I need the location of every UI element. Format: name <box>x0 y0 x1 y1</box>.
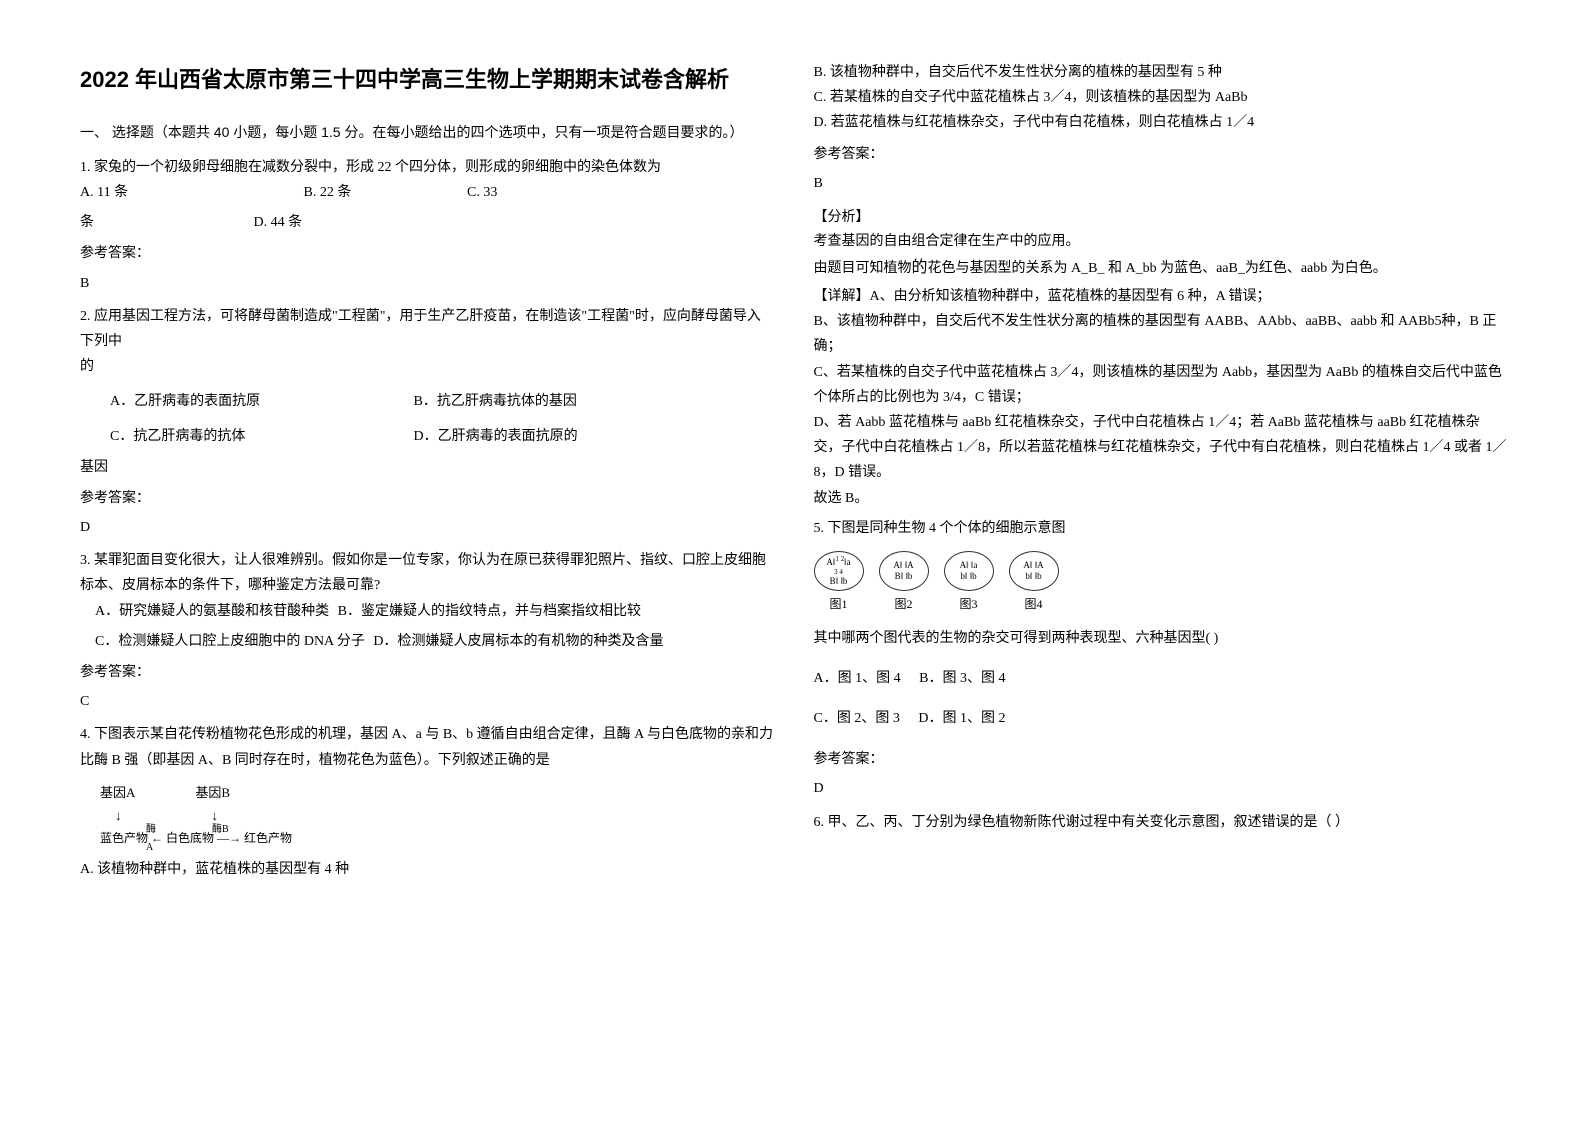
q1-stem: 1. 家兔的一个初级卵母细胞在减数分裂中，形成 22 个四分体，则形成的卵细胞中… <box>80 155 774 180</box>
q1-options-row2: 条 D. 44 条 <box>80 210 774 235</box>
q4-detail-b: B、该植物种群中，自交后代不发生性状分离的植株的基因型有 AABB、AAbb、a… <box>814 309 1508 359</box>
q2-opt-d2: 基因 <box>80 455 774 480</box>
question-2: 2. 应用基因工程方法，可将酵母菌制造成"工程菌"，用于生产乙肝疫苗，在制造该"… <box>80 304 774 541</box>
q5-stem2: 其中哪两个图代表的生物的杂交可得到两种表现型、六种基因型( ) <box>814 626 1508 651</box>
q4-stem: 4. 下图表示某自花传粉植物花色形成的机理，基因 A、a 与 B、b 遵循自由组… <box>80 722 774 772</box>
q4-analysis2-de: 的 <box>912 259 928 276</box>
question-5: 5. 下图是同种生物 4 个个体的细胞示意图 A‖1 2‖a 3 4 B‖ ‖b… <box>814 516 1508 802</box>
enzyme-b: 酶B <box>212 821 229 839</box>
cell-4-label: 图4 <box>1024 594 1042 616</box>
q2-opt-a: A．乙肝病毒的表面抗原 <box>110 389 410 414</box>
q1-opt-b: B. 22 条 <box>304 180 464 205</box>
question-4: 4. 下图表示某自花传粉植物花色形成的机理，基因 A、a 与 B、b 遵循自由组… <box>80 722 774 882</box>
q5-options-row2: C．图 2、图 3 D．图 1、图 2 <box>814 706 1508 731</box>
q2-answer: D <box>80 515 774 540</box>
cell-2-img: A‖ ‖A B‖ ‖b <box>879 551 929 591</box>
cell-3-img: A‖ ‖a b‖ ‖b <box>944 551 994 591</box>
q4-opt-a: A. 该植物种群中，蓝花植株的基因型有 4 种 <box>80 857 774 882</box>
q2-options-row2: C．抗乙肝病毒的抗体 D．乙肝病毒的表面抗原的 <box>80 424 774 449</box>
q3-options-row2: C．检测嫌疑人口腔上皮细胞中的 DNA 分子 D．检测嫌疑人皮屑标本的有机物的种… <box>80 629 774 654</box>
q4-analysis2: 由题目可知植物的花色与基因型的关系为 A_B_ 和 A_bb 为蓝色、aaB_为… <box>814 254 1508 283</box>
q3-options-row1: A．研究嫌疑人的氨基酸和核苷酸种类 B．鉴定嫌疑人的指纹特点，并与档案指纹相比较 <box>80 599 774 624</box>
q3-opt-d: D．检测嫌疑人皮屑标本的有机物的种类及含量 <box>373 634 663 649</box>
cell-1-img: A‖1 2‖a 3 4 B‖ ‖b <box>814 551 864 591</box>
q5-opt-a: A．图 1、图 4 <box>814 671 901 686</box>
q4-analysis1: 考查基因的自由组合定律在生产中的应用。 <box>814 229 1508 254</box>
q4-detail-c: C、若某植株的自交子代中蓝花植株占 3／4，则该植株的基因型为 Aabb，基因型… <box>814 360 1508 410</box>
blue-product: 蓝色产物 <box>100 831 148 845</box>
q5-opt-c: C．图 2、图 3 <box>814 711 900 726</box>
diagram-top: 基因A 基因B <box>100 781 774 804</box>
q3-answer: C <box>80 689 774 714</box>
q1-answer-label: 参考答案： <box>80 240 774 265</box>
cell-3: A‖ ‖a b‖ ‖b 图3 <box>944 551 994 616</box>
q2-opt-c: C．抗乙肝病毒的抗体 <box>110 424 410 449</box>
q5-options-row1: A．图 1、图 4 B．图 3、图 4 <box>814 666 1508 691</box>
q6-stem: 6. 甲、乙、丙、丁分别为绿色植物新陈代谢过程中有关变化示意图，叙述错误的是（ … <box>814 810 1508 835</box>
q4-diagram: 基因A 基因B ↓ ↓ 蓝色产物 ←酶A 白色底物 —酶B→ 红色产物 <box>80 781 774 849</box>
q4-conclusion: 故选 B。 <box>814 486 1508 511</box>
left-column: 2022 年山西省太原市第三十四中学高三生物上学期期末试卷含解析 一、 选择题（… <box>80 60 774 1062</box>
q1-options-row1: A. 11 条 B. 22 条 C. 33 <box>80 180 774 205</box>
red-product: 红色产物 <box>244 831 292 845</box>
gene-a: 基因A <box>100 781 135 804</box>
question-3: 3. 某罪犯面目变化很大，让人很难辨别。假如你是一位专家，你认为在原已获得罪犯照… <box>80 548 774 714</box>
q5-cell-diagram: A‖1 2‖a 3 4 B‖ ‖b 图1 A‖ ‖A B‖ ‖b 图2 A‖ ‖ <box>814 551 1508 616</box>
q1-opt-c: C. 33 <box>467 185 497 200</box>
q2-stem2: 的 <box>80 354 774 379</box>
q5-answer: D <box>814 776 1508 801</box>
document-title: 2022 年山西省太原市第三十四中学高三生物上学期期末试卷含解析 <box>80 60 774 100</box>
arrow-1: ↓ <box>115 804 122 827</box>
q1-opt-d: D. 44 条 <box>254 215 303 230</box>
q2-stem: 2. 应用基因工程方法，可将酵母菌制造成"工程菌"，用于生产乙肝疫苗，在制造该"… <box>80 304 774 354</box>
cell-1-label: 图1 <box>829 594 847 616</box>
diagram-arrows: ↓ ↓ <box>100 804 774 827</box>
question-6: 6. 甲、乙、丙、丁分别为绿色植物新陈代谢过程中有关变化示意图，叙述错误的是（ … <box>814 810 1508 835</box>
q1-answer: B <box>80 271 774 296</box>
question-1: 1. 家兔的一个初级卵母细胞在减数分裂中，形成 22 个四分体，则形成的卵细胞中… <box>80 155 774 296</box>
cell-4-img: A‖ ‖A b‖ ‖b <box>1009 551 1059 591</box>
q3-opt-b: B．鉴定嫌疑人的指纹特点，并与档案指纹相比较 <box>338 604 641 619</box>
q5-answer-label: 参考答案： <box>814 746 1508 771</box>
q3-opt-c: C．检测嫌疑人口腔上皮细胞中的 DNA 分子 <box>95 634 365 649</box>
white-substrate: 白色底物 <box>166 831 214 845</box>
q1-opt-c2: 条 <box>80 210 250 235</box>
q4-answer: B <box>814 171 1508 196</box>
section-header: 一、 选择题（本题共 40 小题，每小题 1.5 分。在每小题给出的四个选项中，… <box>80 120 774 145</box>
q4-detail-d: D、若 Aabb 蓝花植株与 aaBb 红花植株杂交，子代中白花植株占 1／4；… <box>814 410 1508 486</box>
q1-opt-a: A. 11 条 <box>80 180 300 205</box>
q4-detail-label: 【详解】 <box>814 287 870 303</box>
q4-analysis-label: 【分析】 <box>814 204 1508 229</box>
page-container: 2022 年山西省太原市第三十四中学高三生物上学期期末试卷含解析 一、 选择题（… <box>80 60 1507 1062</box>
q2-answer-label: 参考答案： <box>80 485 774 510</box>
diagram-bottom: 蓝色产物 ←酶A 白色底物 —酶B→ 红色产物 <box>100 828 774 850</box>
cell-1: A‖1 2‖a 3 4 B‖ ‖b 图1 <box>814 551 864 616</box>
gene-b: 基因B <box>195 781 230 804</box>
q4-analysis2-post: 花色与基因型的关系为 A_B_ 和 A_bb 为蓝色、aaB_为红色、aabb … <box>928 261 1387 276</box>
q4-detail-a: A、由分析知该植物种群中，蓝花植株的基因型有 6 种，A 错误； <box>870 289 1271 304</box>
q2-opt-b: B．抗乙肝病毒抗体的基因 <box>414 394 577 409</box>
cell-2: A‖ ‖A B‖ ‖b 图2 <box>879 551 929 616</box>
cell-3-label: 图3 <box>959 594 977 616</box>
q4-detail: 【详解】A、由分析知该植物种群中，蓝花植株的基因型有 6 种，A 错误； <box>814 283 1508 309</box>
q2-opt-d: D．乙肝病毒的表面抗原的 <box>414 429 578 444</box>
q4-opt-b: B. 该植物种群中，自交后代不发生性状分离的植株的基因型有 5 种 <box>814 60 1508 85</box>
enzyme-a: 酶A <box>146 821 163 857</box>
q5-opt-d: D．图 1、图 2 <box>918 711 1005 726</box>
q3-opt-a: A．研究嫌疑人的氨基酸和核苷酸种类 <box>95 604 329 619</box>
q3-stem: 3. 某罪犯面目变化很大，让人很难辨别。假如你是一位专家，你认为在原已获得罪犯照… <box>80 548 774 598</box>
q4-opt-d: D. 若蓝花植株与红花植株杂交，子代中有白花植株，则白花植株占 1／4 <box>814 110 1508 135</box>
cell-2-label: 图2 <box>894 594 912 616</box>
cell-4: A‖ ‖A b‖ ‖b 图4 <box>1009 551 1059 616</box>
q2-options-row1: A．乙肝病毒的表面抗原 B．抗乙肝病毒抗体的基因 <box>80 389 774 414</box>
q5-stem: 5. 下图是同种生物 4 个个体的细胞示意图 <box>814 516 1508 541</box>
q3-answer-label: 参考答案： <box>80 659 774 684</box>
q4-analysis2-pre: 由题目可知植物 <box>814 261 912 276</box>
q4-answer-label: 参考答案： <box>814 141 1508 166</box>
q5-opt-b: B．图 3、图 4 <box>919 671 1005 686</box>
q4-opt-c: C. 若某植株的自交子代中蓝花植株占 3／4，则该植株的基因型为 AaBb <box>814 85 1508 110</box>
right-column: B. 该植物种群中，自交后代不发生性状分离的植株的基因型有 5 种 C. 若某植… <box>814 60 1508 1062</box>
